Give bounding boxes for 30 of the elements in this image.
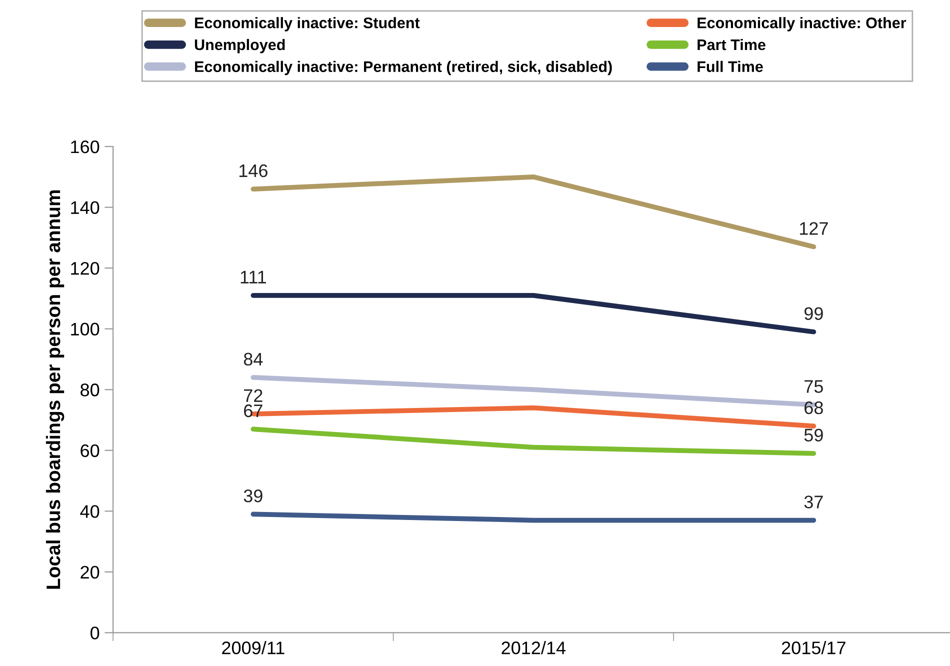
y-tick-label: 120 [71, 262, 100, 275]
y-tick-label: 140 [71, 201, 100, 214]
x-tick-label: 2009/11 [222, 641, 284, 654]
data-label: 72 [244, 389, 262, 402]
data-label: 59 [804, 428, 823, 442]
legend-label: Part Time [698, 38, 766, 50]
legend-label: Economically inactive: Student [195, 17, 420, 32]
y-tick-label: 40 [80, 505, 100, 518]
y-tick-label: 20 [80, 566, 100, 579]
y-tick-label: 160 [71, 140, 100, 154]
legend-label: Economically inactive: Other [698, 17, 906, 32]
data-label: 75 [804, 380, 823, 393]
x-tick-label: 2015/17 [782, 641, 846, 654]
x-tick-label: 2012/14 [502, 641, 566, 654]
data-label: 37 [804, 496, 823, 508]
y-tick-label: 100 [71, 322, 100, 336]
legend-label: Economically inactive: Permanent (retired, sick, disabled) [195, 60, 612, 76]
data-label: 68 [804, 401, 823, 414]
data-label: 84 [244, 352, 263, 366]
data-label: 39 [244, 490, 262, 502]
legend-label: Full Time [698, 60, 763, 72]
y-tick-label: 60 [80, 444, 100, 458]
y-tick-label: 0 [90, 626, 100, 640]
data-label: 99 [804, 307, 823, 320]
data-label: 127 [800, 222, 828, 235]
data-label: 146 [239, 164, 268, 178]
y-axis-title: Local bus boardings per person per annum [46, 190, 64, 589]
data-label: 111 [240, 270, 266, 284]
legend-label: Unemployed [194, 38, 285, 54]
y-tick-label: 80 [80, 384, 100, 396]
